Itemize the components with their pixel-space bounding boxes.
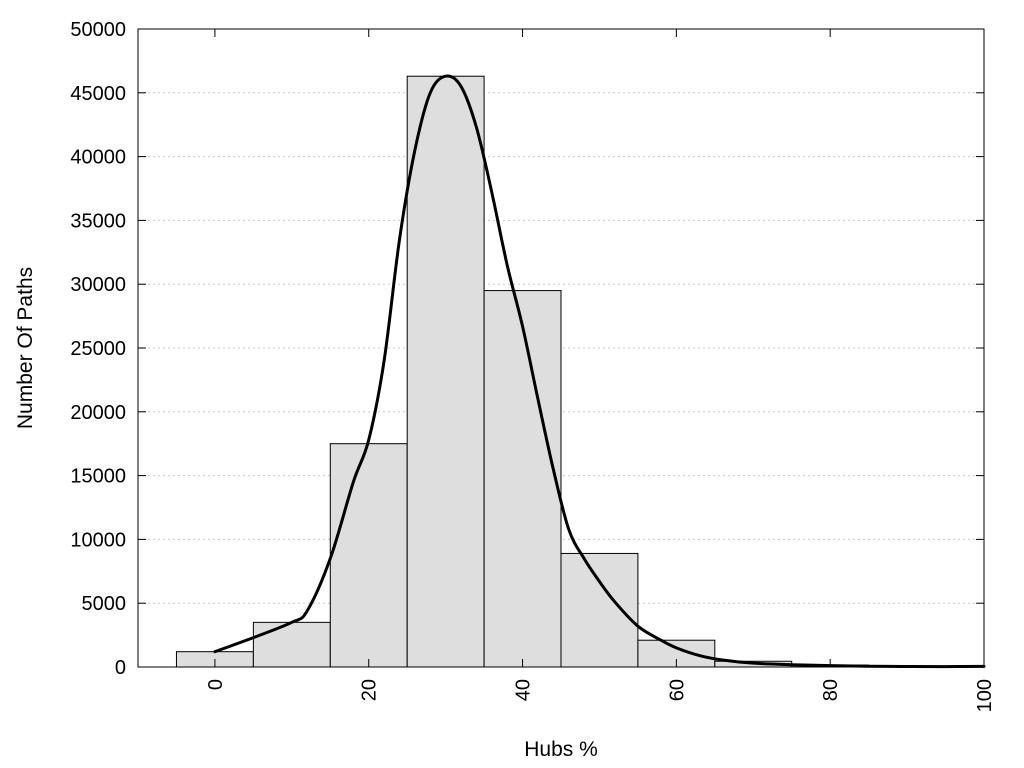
y-tick-label: 10000: [70, 529, 126, 551]
y-tick-label: 5000: [82, 593, 127, 615]
x-tick-label: 60: [666, 679, 688, 701]
histogram-bar: [252, 621, 331, 668]
y-tick-label: 45000: [70, 83, 126, 105]
y-axis-title: Number Of Paths: [14, 267, 37, 429]
histogram-bar: [483, 290, 562, 668]
x-tick-label: 100: [974, 679, 996, 712]
x-tick-label: 20: [359, 679, 381, 701]
x-tick-label: 40: [513, 679, 535, 701]
y-tick-label: 35000: [70, 210, 126, 232]
x-tick-labels: 0 20 40 60 80 100: [205, 679, 996, 712]
histogram-bar: [560, 552, 639, 668]
histogram-bar: [329, 443, 408, 668]
density-curve: [213, 74, 986, 669]
histogram-bars: [175, 75, 985, 668]
y-tick-label: 40000: [70, 147, 126, 169]
histogram-bar: [406, 75, 485, 668]
y-tick-label: 30000: [70, 274, 126, 296]
x-tick-label: 80: [820, 679, 842, 701]
axis-ticks: [138, 28, 985, 668]
y-tick-label: 15000: [70, 466, 126, 488]
y-tick-label: 25000: [70, 338, 126, 360]
y-tick-labels: 0 5000 10000 15000 20000 25000 30000 35000 40000…: [70, 19, 126, 679]
grid-lines: [138, 92, 984, 604]
y-tick-label: 50000: [70, 19, 126, 41]
y-tick-label: 20000: [70, 402, 126, 424]
x-axis-title: Hubs %: [524, 738, 598, 761]
x-tick-label: 0: [205, 679, 227, 690]
y-tick-label: 0: [115, 657, 126, 679]
